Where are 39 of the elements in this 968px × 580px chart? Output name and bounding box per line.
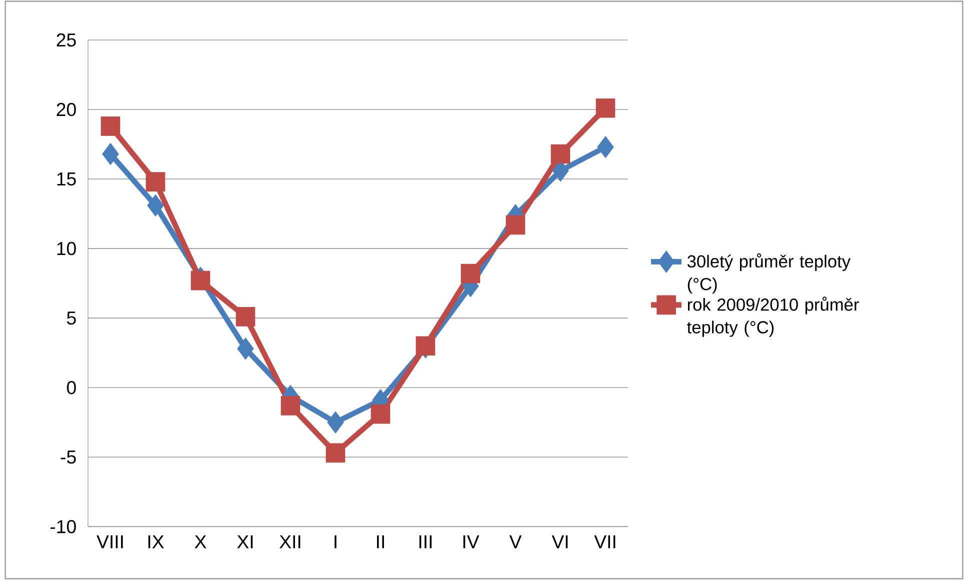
point [100, 116, 120, 136]
x-tick-label: XI [237, 535, 253, 548]
x-tick-label: VII [594, 535, 616, 548]
x-tick-label: II [377, 535, 384, 548]
point [327, 411, 344, 434]
point [236, 307, 256, 326]
point [597, 136, 614, 158]
point [102, 143, 119, 166]
point [550, 144, 570, 164]
point [237, 338, 254, 360]
x-tick-label: VI [552, 535, 568, 548]
point [326, 443, 346, 463]
x-tick-label: IX [148, 535, 164, 548]
y-tick-label: 20 [56, 102, 76, 116]
y-tick-label: 5 [67, 312, 76, 325]
point [506, 215, 526, 235]
y-tick-label: 10 [57, 242, 76, 256]
point [596, 98, 616, 118]
legend-label: rok 2009/2010 průměr teploty (°C) [687, 296, 859, 337]
point [416, 336, 436, 356]
point [280, 396, 300, 416]
point [370, 404, 390, 424]
point [190, 270, 210, 290]
x-tick-label: V [509, 535, 522, 548]
y-tick-label: 0 [66, 380, 76, 394]
point [147, 194, 164, 216]
x-tick-label: X [194, 535, 206, 548]
x-tick-label: IV [463, 535, 480, 548]
x-tick-label: I [334, 535, 336, 548]
legend-label: 30letý průměr teploty (°C) [687, 253, 851, 294]
y-tick-label: -10 [50, 520, 76, 534]
y-tick-label: -5 [60, 450, 76, 464]
y-tick-label: 15 [57, 172, 76, 186]
point [146, 172, 166, 192]
y-tick-label: 25 [56, 33, 76, 47]
x-tick-label: XII [280, 535, 300, 548]
point [460, 264, 480, 284]
x-tick-label: III [419, 535, 432, 548]
x-tick-label: VIII [96, 535, 123, 548]
